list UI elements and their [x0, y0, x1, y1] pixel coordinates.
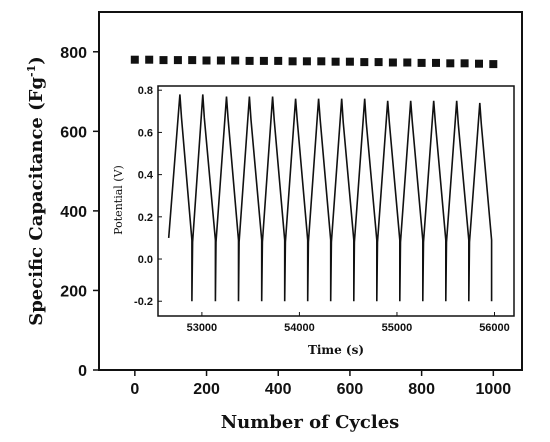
main-y-axis-title-superscript: -1 — [25, 65, 38, 77]
main-data-markers — [130, 55, 498, 69]
data-point-marker — [302, 57, 311, 66]
x-tick-label: 400 — [265, 381, 292, 398]
x-tick-label: 200 — [193, 381, 220, 398]
main-plot-frame — [98, 11, 523, 371]
main-x-axis-title: Number of Cycles — [221, 412, 400, 433]
data-point-marker — [274, 56, 283, 65]
inset-x-tick-label: 54000 — [284, 322, 315, 334]
y-tick-label: 200 — [60, 283, 87, 300]
data-point-marker — [188, 56, 197, 65]
y-tick-label: 400 — [60, 204, 87, 221]
main-y-axis: 0 200 400 600 800 — [60, 45, 99, 380]
main-y-axis-title-suffix: ) — [26, 56, 47, 65]
main-y-axis-title-text: Specific Capacitance (Fg — [26, 77, 47, 326]
data-point-marker — [460, 59, 469, 68]
data-point-marker — [446, 59, 455, 68]
data-point-marker — [202, 56, 211, 65]
data-point-marker — [388, 58, 397, 67]
data-point-marker — [489, 60, 498, 69]
data-point-marker — [317, 57, 326, 66]
y-tick-label: 600 — [60, 124, 87, 141]
inset-y-tick-label: 0.4 — [138, 170, 154, 182]
data-point-marker — [417, 58, 426, 67]
data-point-marker — [345, 57, 354, 66]
data-point-marker — [173, 56, 182, 65]
data-point-marker — [145, 55, 154, 64]
y-tick-label: 0 — [78, 363, 87, 380]
inset-x-tick-label: 53000 — [187, 322, 218, 334]
x-tick-label: 600 — [337, 381, 364, 398]
inset-plot: 53000 54000 55000 56000 -0.2 0.0 0.2 0.4 0.6 0.8… — [112, 85, 515, 357]
x-tick-label: 800 — [408, 381, 435, 398]
data-point-marker — [374, 58, 383, 67]
inset-y-axis: -0.2 0.0 0.2 0.4 0.6 0.8 — [134, 85, 162, 308]
data-point-marker — [245, 56, 254, 65]
main-x-axis: 0 200 400 600 800 1000 — [130, 370, 511, 398]
inset-y-tick-label: 0.8 — [138, 85, 153, 97]
data-point-marker — [360, 58, 369, 67]
y-tick-label: 800 — [60, 45, 87, 62]
inset-x-tick-label: 56000 — [479, 322, 510, 334]
inset-y-tick-label: 0.2 — [138, 212, 153, 224]
x-tick-label: 1000 — [476, 381, 512, 398]
data-point-marker — [331, 57, 340, 66]
inset-charge-discharge-line — [167, 94, 493, 302]
inset-y-tick-label: 0.6 — [138, 127, 153, 139]
inset-y-tick-label: 0.0 — [138, 254, 153, 266]
data-point-marker — [159, 56, 168, 65]
data-point-marker — [288, 57, 297, 66]
data-point-marker — [231, 56, 240, 65]
x-tick-label: 0 — [130, 381, 139, 398]
inset-x-tick-label: 55000 — [382, 322, 413, 334]
data-point-marker — [403, 58, 412, 67]
inset-x-axis-title: Time (s) — [308, 343, 364, 357]
main-y-axis-title: Specific Capacitance (Fg-1) — [25, 56, 47, 326]
inset-y-tick-label: -0.2 — [134, 296, 153, 308]
main-plot: 0 200 400 600 800 1000 0 200 400 600 800 Number o… — [25, 11, 523, 433]
data-point-marker — [432, 58, 440, 67]
data-point-marker — [259, 56, 268, 65]
data-point-marker — [130, 55, 139, 64]
data-point-marker — [475, 59, 483, 68]
inset-x-axis: 53000 54000 55000 56000 — [187, 312, 510, 334]
data-point-marker — [216, 56, 225, 65]
inset-y-axis-title: Potential (V) — [112, 165, 125, 235]
